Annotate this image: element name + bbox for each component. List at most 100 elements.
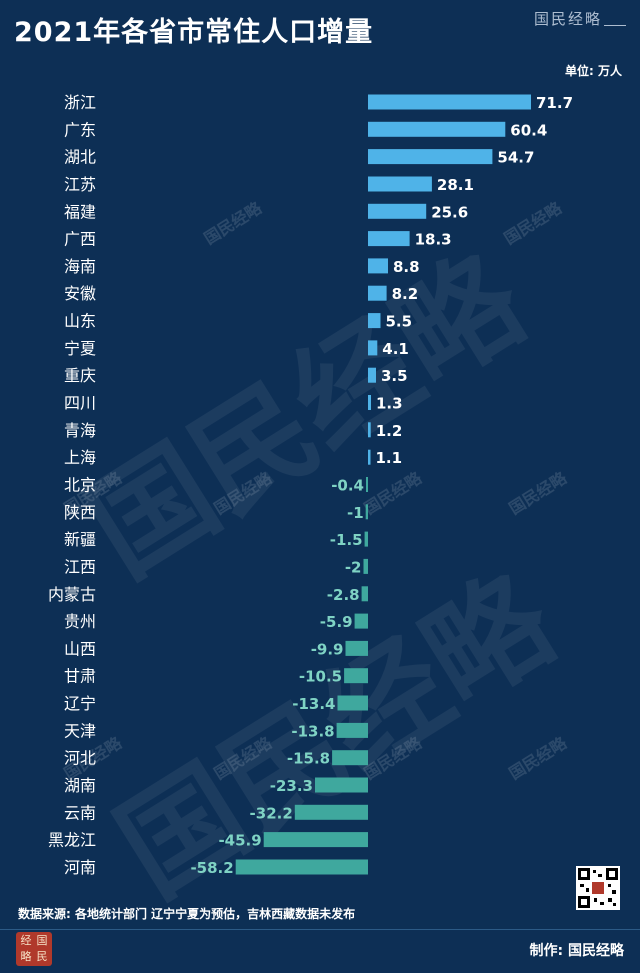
qr-code-icon[interactable]	[576, 866, 620, 910]
bar-18	[361, 586, 368, 602]
bar-15	[365, 504, 368, 520]
value-label: 18.3	[415, 231, 452, 249]
value-label: -58.2	[190, 859, 233, 877]
bar-1	[368, 121, 506, 137]
value-label: 71.7	[536, 94, 573, 112]
value-label: -2	[345, 558, 362, 576]
bar-7	[368, 285, 387, 301]
value-label: 5.5	[386, 313, 413, 331]
bar-2	[368, 149, 493, 165]
value-label: -45.9	[218, 832, 261, 850]
value-label: -32.2	[250, 804, 293, 822]
bar-20	[345, 640, 368, 656]
category-label: 甘肃	[64, 667, 96, 686]
value-label: -15.8	[287, 750, 330, 768]
category-label: 北京	[64, 476, 96, 495]
value-label: 1.2	[376, 422, 403, 440]
value-label: 1.1	[376, 449, 403, 467]
bar-9	[368, 340, 378, 356]
category-label: 天津	[64, 721, 96, 740]
bar-24	[332, 750, 368, 766]
bar-chart: 浙江 71.7 广东 60.4 湖北 54.7 江苏 28.1 福建 25.6 广西 18.3 海南 8.…	[48, 93, 573, 877]
value-label: -9.9	[311, 640, 344, 658]
unit-label: 单位: 万人	[565, 64, 622, 78]
category-label: 云南	[64, 803, 96, 822]
category-label: 四川	[64, 394, 96, 413]
category-label: 山东	[64, 312, 96, 331]
bar-4	[368, 203, 427, 219]
value-label: 4.1	[382, 340, 409, 358]
category-label: 陕西	[64, 503, 96, 522]
bar-25	[315, 777, 368, 793]
value-label: 8.2	[392, 285, 419, 303]
bar-13	[368, 449, 371, 465]
category-label: 山西	[64, 639, 96, 658]
category-label: 安徽	[64, 284, 96, 303]
seal-char: 民	[36, 950, 48, 963]
value-label: 8.8	[393, 258, 420, 276]
value-label: 28.1	[437, 176, 474, 194]
category-label: 浙江	[64, 93, 96, 112]
value-label: 54.7	[497, 149, 534, 167]
category-label: 湖北	[64, 148, 96, 167]
category-label: 河南	[64, 858, 96, 877]
bar-26	[294, 804, 368, 820]
value-label: -13.4	[292, 695, 335, 713]
value-label: -0.4	[331, 477, 364, 495]
skyline-icon	[604, 11, 626, 26]
category-label: 宁夏	[64, 339, 96, 358]
category-label: 江苏	[64, 175, 96, 194]
value-label: -1.5	[330, 531, 363, 549]
category-label: 青海	[64, 421, 96, 440]
bar-12	[368, 422, 371, 438]
category-label: 广东	[64, 120, 96, 139]
bar-28	[235, 859, 368, 875]
seal-char: 国	[36, 934, 48, 947]
bar-10	[368, 367, 376, 383]
footer-divider	[0, 929, 640, 930]
value-label: 3.5	[381, 367, 408, 385]
bar-23	[336, 722, 368, 738]
category-label: 福建	[64, 202, 96, 221]
value-label: 1.3	[376, 395, 403, 413]
bar-6	[368, 258, 388, 274]
seal-char: 经	[20, 934, 32, 947]
bar-22	[337, 695, 368, 711]
bar-17	[363, 558, 368, 574]
bar-16	[364, 531, 368, 547]
brand-logo: 国民经略	[534, 8, 626, 29]
category-label: 重庆	[64, 366, 96, 385]
bar-19	[354, 613, 368, 629]
category-label: 湖南	[64, 776, 96, 795]
category-label: 黑龙江	[48, 831, 96, 850]
value-label: -10.5	[299, 668, 342, 686]
brand-seal: 经 国 略 民	[16, 932, 52, 966]
bar-3	[368, 176, 432, 192]
brand-name: 国民经略	[533, 10, 602, 28]
value-label: -5.9	[320, 613, 353, 631]
chart-title: 2021年各省市常住人口增量	[14, 17, 374, 48]
category-label: 上海	[64, 448, 96, 467]
category-label: 内蒙古	[48, 585, 96, 604]
category-label: 广西	[64, 230, 96, 249]
bar-0	[368, 94, 531, 110]
category-label: 辽宁	[64, 694, 96, 713]
bar-8	[368, 313, 381, 329]
value-label: -13.8	[291, 722, 334, 740]
value-label: 60.4	[510, 121, 547, 139]
bar-27	[263, 832, 368, 848]
category-label: 贵州	[64, 612, 96, 631]
category-label: 河北	[64, 749, 96, 768]
value-label: -2.8	[327, 586, 360, 604]
seal-char: 略	[20, 950, 32, 963]
bar-14	[366, 477, 368, 492]
data-source-note: 数据来源: 各地统计部门 辽宁宁夏为预估，吉林西藏数据未发布	[18, 907, 356, 921]
value-label: -23.3	[270, 777, 313, 795]
value-label: -1	[347, 504, 364, 522]
category-label: 江西	[64, 557, 96, 576]
bar-5	[368, 231, 410, 247]
category-label: 新疆	[64, 530, 96, 549]
bar-21	[344, 668, 368, 684]
value-label: 25.6	[431, 203, 468, 221]
category-label: 海南	[64, 257, 96, 276]
